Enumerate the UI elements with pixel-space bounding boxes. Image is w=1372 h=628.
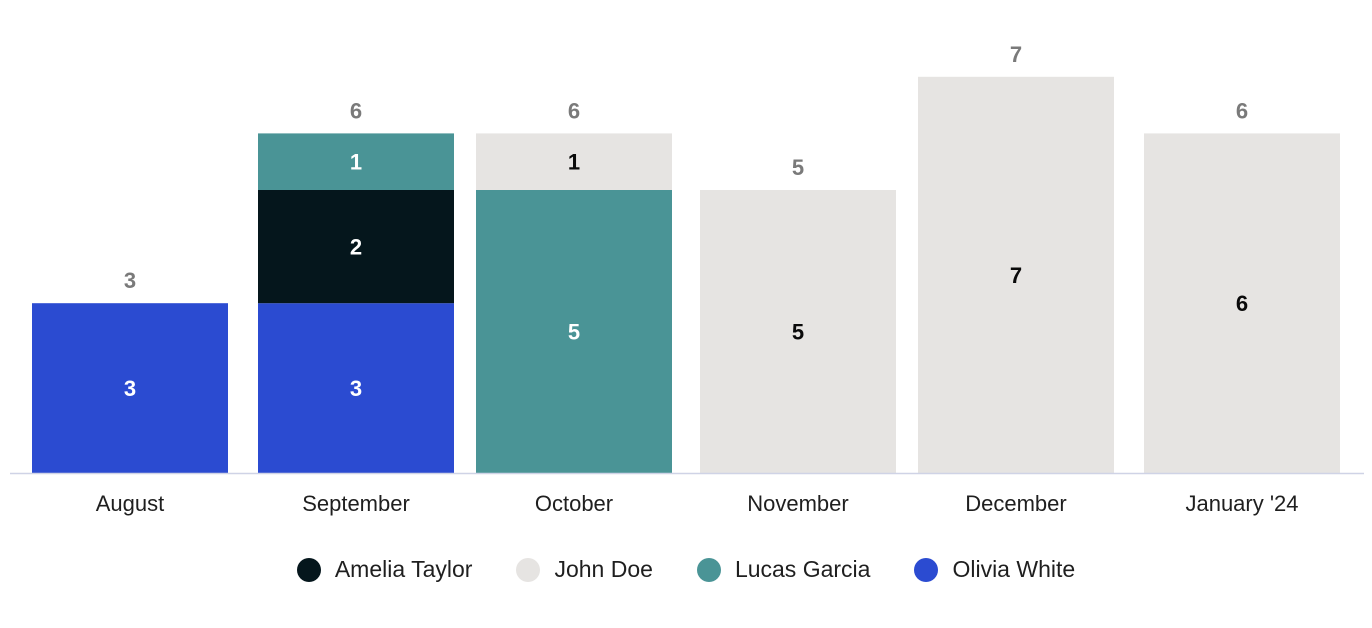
bar-total-label: 6 xyxy=(1236,98,1248,123)
legend-swatch-icon xyxy=(914,557,939,582)
bar-total-label: 6 xyxy=(568,98,580,123)
legend-item[interactable]: Olivia White xyxy=(914,556,1075,583)
legend-swatch-icon xyxy=(696,557,721,582)
segment-value-label: 5 xyxy=(792,320,804,345)
bar-total-label: 6 xyxy=(350,98,362,123)
bar-total-label: 3 xyxy=(124,268,136,293)
legend: Amelia Taylor John Doe Lucas Garcia Olivia … xyxy=(0,556,1372,583)
segment-value-label: 7 xyxy=(1010,263,1022,288)
segment-value-label: 5 xyxy=(568,320,580,345)
bar-total-label: 5 xyxy=(792,155,804,180)
legend-item[interactable]: Amelia Taylor xyxy=(296,556,473,583)
legend-label: Lucas Garcia xyxy=(734,556,871,582)
segment-value-label: 1 xyxy=(568,150,580,175)
legend-item[interactable]: Lucas Garcia xyxy=(696,556,871,583)
legend-label: Olivia White xyxy=(952,556,1076,582)
bar-segment[interactable] xyxy=(258,190,454,304)
bar-total-label: 7 xyxy=(1010,42,1022,67)
stacked-bar-chart: 3 3 3 2 1 6 5 1 6 5 5 7 7 6 6 August September October No… xyxy=(10,42,1364,516)
segment-value-label: 3 xyxy=(350,376,362,401)
legend-swatch-icon xyxy=(296,557,321,582)
legend-item[interactable]: John Doe xyxy=(516,556,653,583)
segment-value-label: 2 xyxy=(350,235,362,260)
bar-segment[interactable] xyxy=(258,133,454,190)
x-axis-ticks: August September October November December Ja… xyxy=(96,491,1299,516)
legend-label: John Doe xyxy=(554,556,653,582)
bar-segment[interactable] xyxy=(1144,133,1340,473)
bar-segment[interactable] xyxy=(918,76,1114,474)
x-tick-label: August xyxy=(96,491,165,516)
legend-label: Amelia Taylor xyxy=(334,556,473,582)
segment-value-label: 6 xyxy=(1236,291,1248,316)
x-tick-label: October xyxy=(535,491,613,516)
segment-value-label: 3 xyxy=(124,376,136,401)
labels-layer: 3 3 3 2 1 6 5 1 6 5 5 7 7 6 6 xyxy=(124,42,1248,401)
x-tick-label: September xyxy=(302,491,410,516)
legend-swatch-icon xyxy=(516,557,541,582)
bars-layer xyxy=(32,76,1340,474)
x-tick-label: December xyxy=(965,491,1066,516)
bar-segment[interactable] xyxy=(700,190,896,473)
segment-value-label: 1 xyxy=(350,150,362,175)
bar-segment[interactable] xyxy=(258,303,454,473)
bar-segment[interactable] xyxy=(476,133,672,190)
bar-segment[interactable] xyxy=(32,303,228,473)
x-tick-label: November xyxy=(747,491,848,516)
bar-segment[interactable] xyxy=(476,190,672,473)
x-tick-label: January '24 xyxy=(1185,491,1298,516)
